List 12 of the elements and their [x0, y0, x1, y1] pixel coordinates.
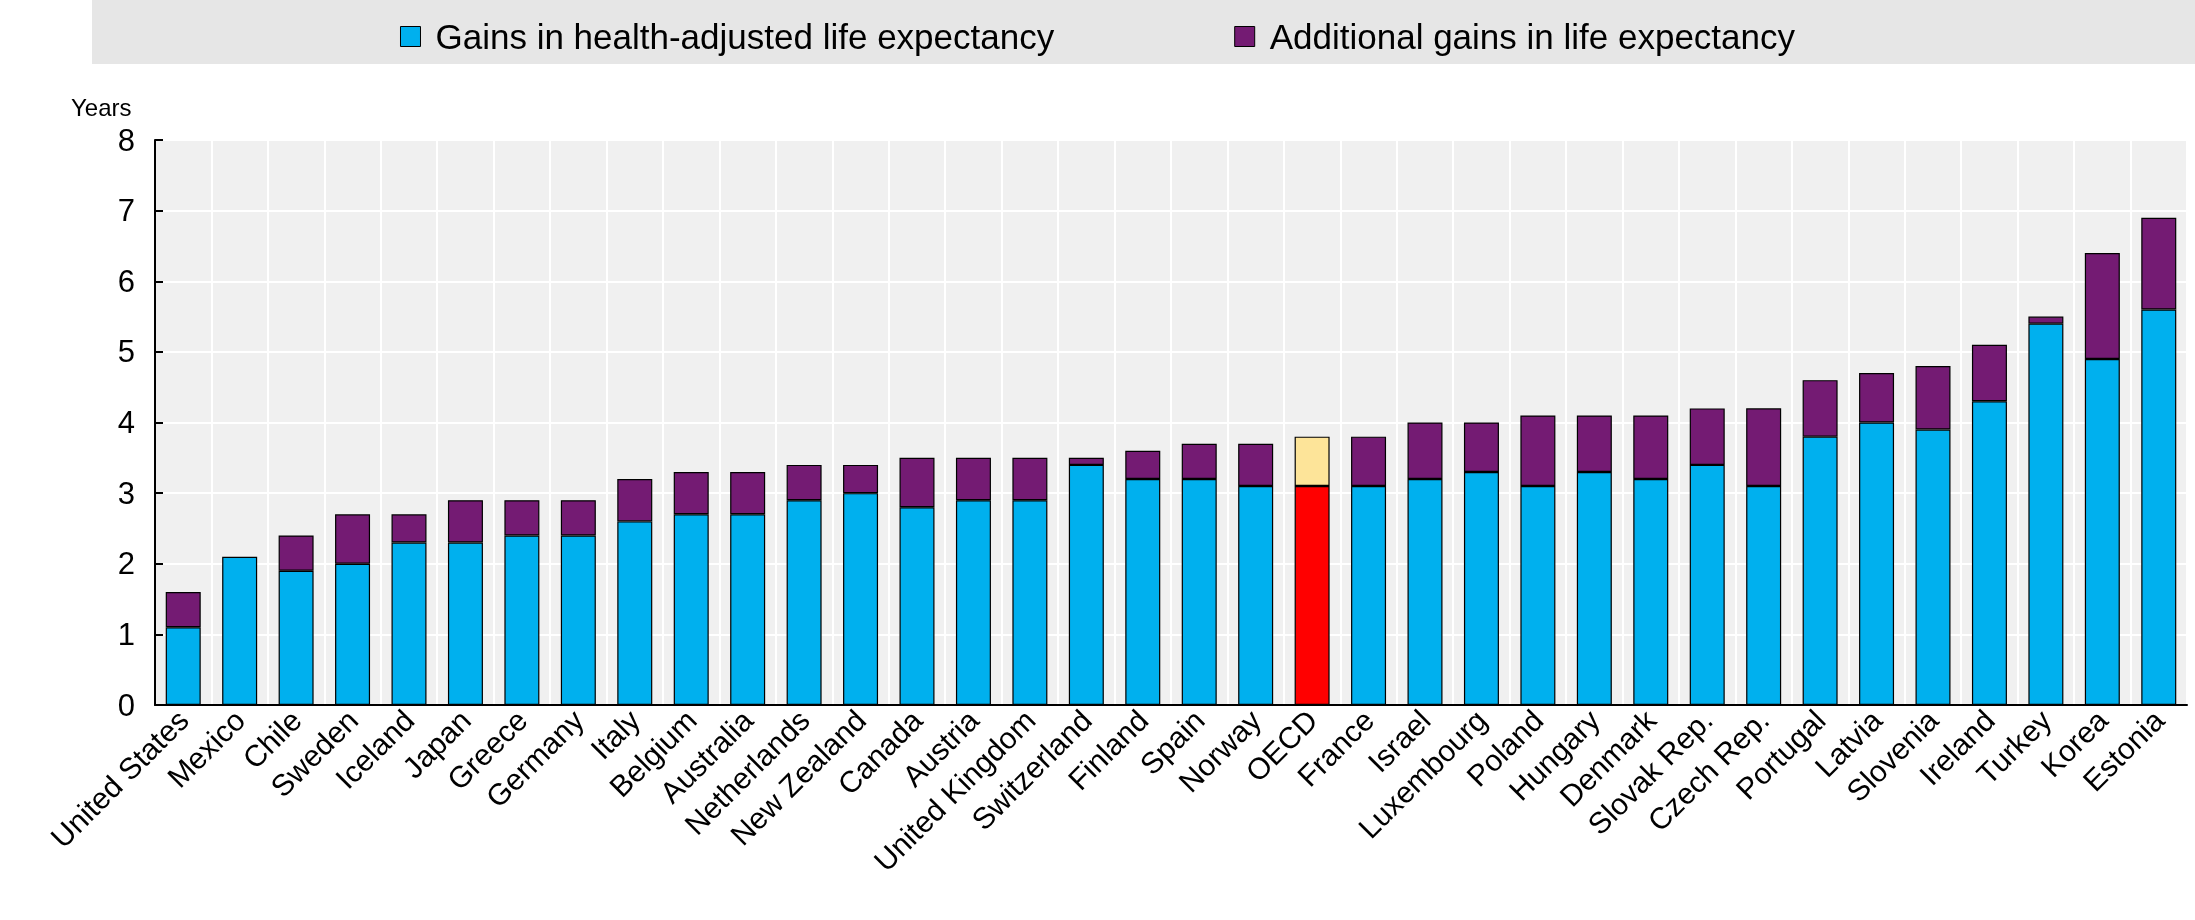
y-tick-label: 0	[117, 687, 135, 723]
y-tick-label: 3	[117, 475, 135, 511]
y-tick-label: 7	[117, 193, 135, 229]
legend-label: Gains in health-adjusted life expectancy	[435, 17, 1055, 56]
y-tick-label: 5	[117, 334, 135, 370]
y-tick-label: 2	[117, 546, 135, 582]
y-tick-label: 6	[117, 263, 135, 299]
y-axis-title: Years	[71, 93, 132, 121]
y-tick-label: 8	[117, 122, 135, 158]
legend-label: Additional gains in life expectancy	[1269, 17, 1796, 56]
y-tick-label: 4	[117, 405, 135, 440]
y-tick-label: 1	[117, 616, 135, 652]
